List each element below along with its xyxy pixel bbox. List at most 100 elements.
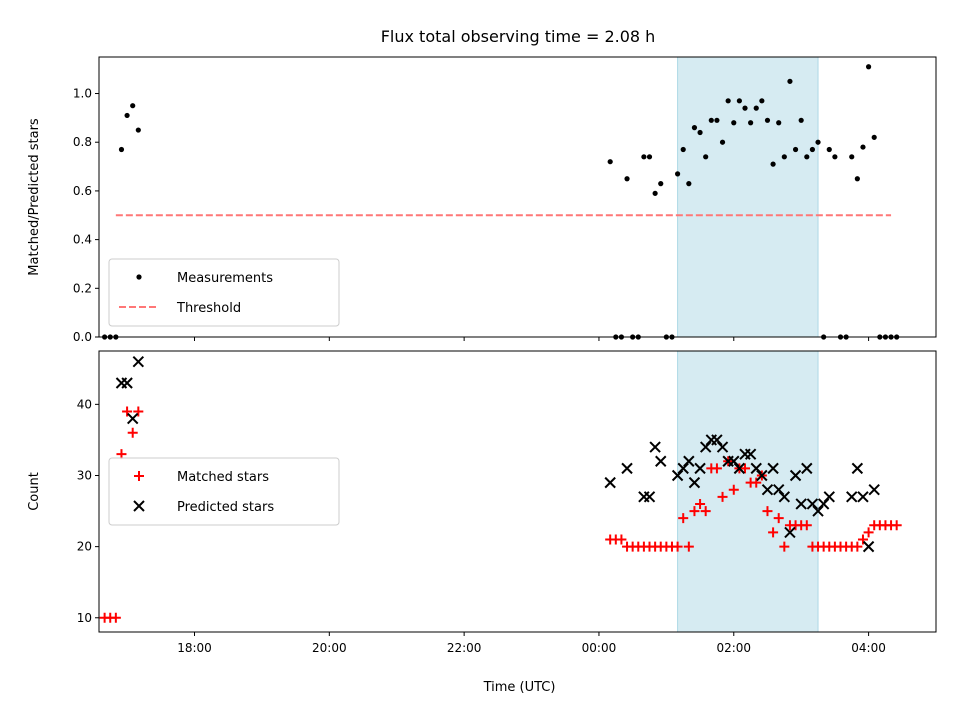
data-point bbox=[671, 469, 684, 482]
data-point bbox=[740, 463, 751, 474]
data-point bbox=[804, 154, 810, 160]
data-point bbox=[703, 154, 709, 160]
data-point bbox=[798, 117, 804, 123]
legend-label: Predicted stars bbox=[177, 500, 274, 515]
data-point bbox=[826, 146, 832, 153]
legend-marker bbox=[136, 274, 142, 280]
x-axis-label: Time (UTC) bbox=[483, 680, 556, 695]
legend-marker bbox=[133, 500, 145, 512]
y-tick-label: 0.0 bbox=[73, 330, 92, 344]
data-point bbox=[776, 120, 782, 126]
legend-label: Measurements bbox=[177, 271, 273, 286]
data-point bbox=[852, 541, 863, 552]
data-point bbox=[695, 498, 706, 509]
data-point bbox=[655, 455, 667, 467]
data-point bbox=[768, 527, 779, 538]
x-tick-label: 20:00 bbox=[312, 641, 347, 655]
data-point bbox=[762, 506, 773, 517]
data-point bbox=[694, 462, 706, 475]
data-point bbox=[621, 462, 633, 475]
y-tick-label: 40 bbox=[77, 397, 92, 411]
data-point bbox=[135, 127, 141, 133]
data-point bbox=[646, 154, 653, 160]
data-point bbox=[759, 98, 765, 104]
data-point bbox=[862, 540, 875, 553]
data-point bbox=[711, 434, 723, 446]
legend-label: Threshold bbox=[176, 301, 241, 316]
data-point bbox=[728, 484, 739, 495]
data-point bbox=[733, 462, 746, 475]
data-point bbox=[133, 406, 144, 417]
data-point bbox=[121, 377, 133, 389]
data-point bbox=[728, 455, 740, 467]
data-point bbox=[770, 161, 776, 167]
legend: Matched stars Predicted stars bbox=[108, 457, 340, 526]
data-point bbox=[871, 134, 877, 140]
data-point bbox=[127, 427, 138, 438]
data-point bbox=[683, 455, 695, 467]
data-point bbox=[857, 534, 868, 545]
data-point bbox=[764, 117, 771, 123]
x-tick-label: 00:00 bbox=[582, 641, 617, 655]
data-point bbox=[795, 498, 807, 510]
x-tick-label: 02:00 bbox=[716, 641, 751, 655]
data-point bbox=[809, 146, 816, 153]
data-point bbox=[122, 406, 133, 417]
data-point bbox=[815, 139, 821, 145]
data-point bbox=[716, 441, 729, 453]
data-point bbox=[812, 505, 824, 517]
axes-frame bbox=[98, 350, 937, 633]
data-point bbox=[801, 462, 813, 475]
x-tick-label: 22:00 bbox=[447, 641, 482, 655]
data-point bbox=[756, 469, 768, 482]
data-point bbox=[126, 412, 139, 425]
series-measurements bbox=[102, 64, 900, 340]
data-point bbox=[731, 120, 737, 126]
data-point bbox=[823, 491, 835, 503]
axes-frame bbox=[98, 56, 937, 338]
data-point bbox=[717, 491, 728, 502]
highlight-span bbox=[677, 56, 819, 338]
data-point bbox=[865, 64, 872, 70]
data-point bbox=[778, 491, 791, 503]
data-point bbox=[744, 448, 757, 460]
y-axis-label: Matched/Predicted stars bbox=[27, 118, 42, 276]
data-point bbox=[699, 441, 712, 453]
y-axis-label: Count bbox=[27, 472, 42, 511]
data-point bbox=[736, 98, 742, 104]
y-tick-label: 1.0 bbox=[73, 87, 92, 101]
data-point bbox=[851, 462, 864, 475]
data-point bbox=[697, 129, 703, 136]
y-tick-label: 0.4 bbox=[73, 233, 92, 247]
data-point bbox=[124, 112, 130, 119]
legend-box bbox=[108, 457, 340, 526]
data-point bbox=[691, 125, 698, 131]
data-point bbox=[751, 477, 762, 488]
data-point bbox=[616, 534, 627, 545]
legend: Measurements Threshold bbox=[108, 258, 340, 327]
bottom-panel: 10 20 30 40 18:00 20:00 22:00 00:00 02:00 04:00 Co… bbox=[27, 350, 937, 695]
y-tick-label: 0.6 bbox=[73, 184, 92, 198]
x-tick-label: 04:00 bbox=[851, 641, 886, 655]
data-point bbox=[761, 484, 774, 496]
series-predicted-stars bbox=[115, 355, 880, 553]
y-tick-label: 10 bbox=[77, 611, 92, 625]
data-point bbox=[624, 176, 630, 182]
legend-marker bbox=[134, 471, 144, 481]
data-point bbox=[854, 176, 860, 182]
data-point bbox=[753, 105, 759, 111]
data-point bbox=[891, 520, 902, 531]
data-point bbox=[789, 469, 802, 482]
data-point bbox=[672, 541, 683, 552]
data-point bbox=[641, 154, 647, 160]
data-point bbox=[604, 476, 616, 489]
data-point bbox=[683, 541, 694, 552]
highlight-span bbox=[677, 350, 819, 633]
data-point bbox=[806, 498, 819, 510]
data-point bbox=[680, 146, 686, 153]
data-point bbox=[832, 154, 838, 160]
data-point bbox=[742, 105, 748, 111]
y-tick-label: 30 bbox=[77, 468, 92, 482]
y-tick-label: 20 bbox=[77, 540, 92, 554]
data-point bbox=[714, 117, 720, 123]
